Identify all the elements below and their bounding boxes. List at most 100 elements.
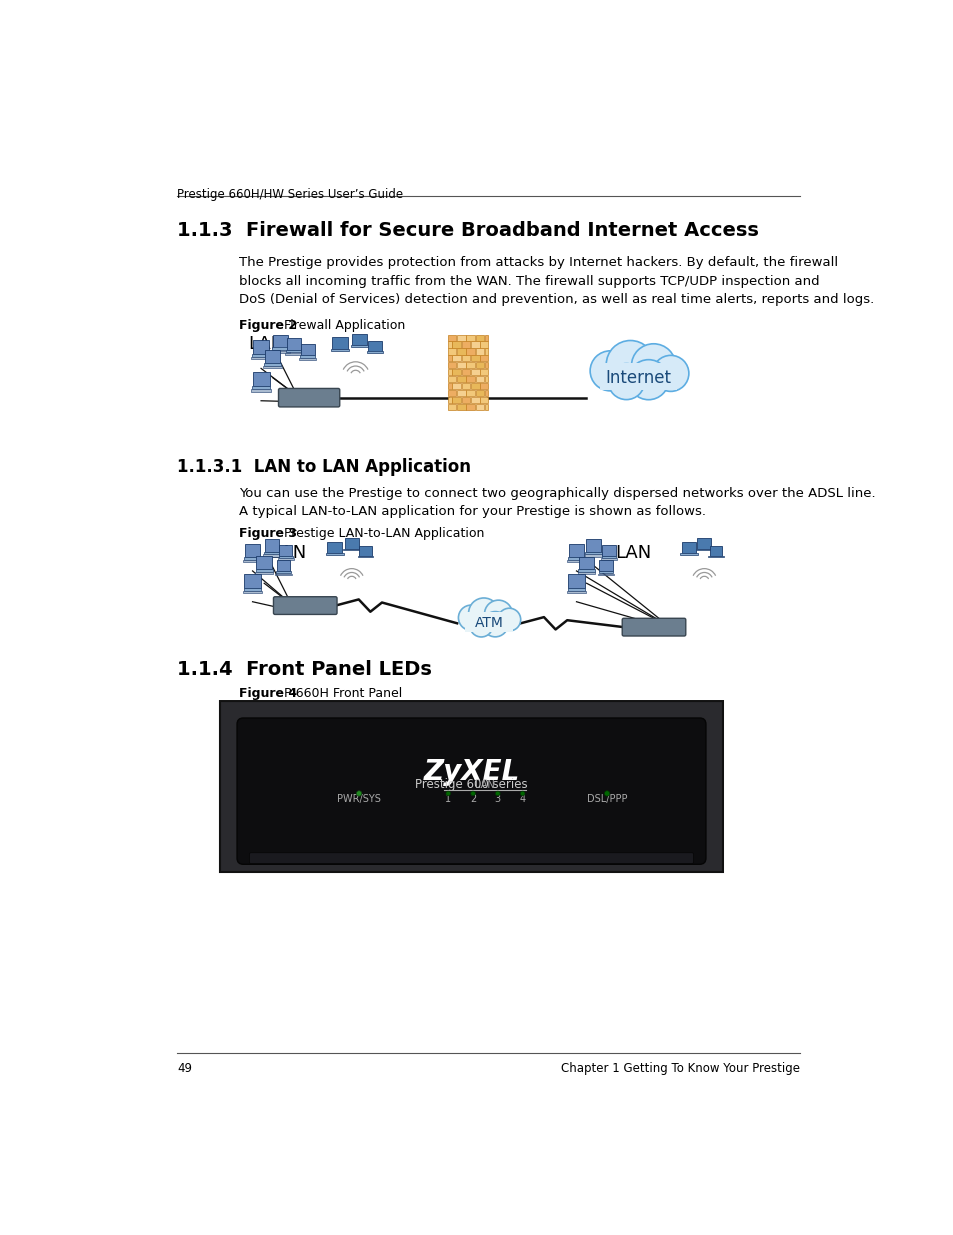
Circle shape [445,792,450,795]
Circle shape [604,790,609,797]
FancyBboxPatch shape [272,347,289,351]
FancyBboxPatch shape [368,341,381,352]
Text: Chapter 1 Getting To Know Your Prestige: Chapter 1 Getting To Know Your Prestige [561,1062,800,1076]
Circle shape [356,790,361,797]
Bar [447,356,452,362]
Text: 1.1.3.1  LAN to LAN Application: 1.1.3.1 LAN to LAN Application [177,458,471,475]
Text: P-660H Front Panel: P-660H Front Panel [275,687,401,700]
FancyBboxPatch shape [264,552,280,555]
Bar [484,348,488,354]
FancyBboxPatch shape [566,590,585,593]
Bar [471,383,479,389]
Text: 4: 4 [519,794,525,804]
Bar [447,348,456,354]
Bar [456,404,465,410]
FancyBboxPatch shape [598,559,612,571]
Bar [466,390,475,396]
Text: 2: 2 [470,794,476,804]
Text: Figure 3: Figure 3 [239,527,297,540]
Bar [484,362,488,368]
Text: You can use the Prestige to connect two geographically dispersed networks over t: You can use the Prestige to connect two … [239,487,875,519]
FancyBboxPatch shape [343,548,360,551]
Bar [484,377,488,383]
FancyBboxPatch shape [299,356,315,358]
FancyBboxPatch shape [252,357,271,359]
Bar [476,362,484,368]
FancyBboxPatch shape [285,353,302,354]
Bar [480,341,488,347]
FancyBboxPatch shape [357,556,373,557]
Bar [452,383,460,389]
Text: LAN: LAN [249,336,285,353]
Circle shape [484,600,512,627]
FancyBboxPatch shape [697,537,711,548]
FancyBboxPatch shape [253,340,269,353]
FancyBboxPatch shape [578,557,594,569]
FancyBboxPatch shape [220,701,722,872]
Bar [466,404,475,410]
FancyBboxPatch shape [567,557,584,559]
FancyBboxPatch shape [584,555,602,557]
FancyBboxPatch shape [300,343,314,356]
Text: ZyXEL: ZyXEL [423,758,519,785]
Bar [466,362,475,368]
Bar [476,390,484,396]
Bar [471,369,479,375]
FancyBboxPatch shape [585,552,601,555]
FancyBboxPatch shape [265,350,280,363]
Text: LAN: LAN [475,781,495,790]
FancyBboxPatch shape [245,543,260,557]
FancyBboxPatch shape [253,372,270,387]
Bar [466,335,475,341]
Bar [484,390,488,396]
FancyBboxPatch shape [344,537,358,548]
Bar [464,624,513,631]
FancyBboxPatch shape [264,363,281,366]
Bar [452,341,460,347]
FancyBboxPatch shape [251,389,271,391]
Text: The Prestige provides protection from attacks by Internet hackers. By default, t: The Prestige provides protection from at… [239,256,874,306]
Bar [456,335,465,341]
FancyBboxPatch shape [236,718,705,864]
FancyBboxPatch shape [585,540,600,552]
Circle shape [470,614,492,637]
Bar [447,369,452,375]
Circle shape [608,363,644,400]
Text: PWR/SYS: PWR/SYS [336,794,380,804]
FancyBboxPatch shape [709,546,721,556]
FancyBboxPatch shape [598,571,613,573]
Bar [484,404,488,410]
Bar [599,370,676,388]
FancyBboxPatch shape [352,333,367,346]
FancyBboxPatch shape [277,558,294,559]
FancyBboxPatch shape [256,556,272,569]
FancyBboxPatch shape [568,543,583,557]
Bar [471,396,479,403]
Bar [471,356,479,362]
Bar [447,404,456,410]
FancyBboxPatch shape [279,545,293,556]
Text: Firewall Application: Firewall Application [275,319,405,332]
FancyBboxPatch shape [707,556,723,557]
Circle shape [605,341,654,389]
FancyBboxPatch shape [271,351,290,353]
FancyBboxPatch shape [325,553,343,556]
Bar [447,396,452,403]
Bar [452,396,460,403]
FancyBboxPatch shape [359,546,372,556]
FancyBboxPatch shape [276,559,290,571]
Circle shape [652,356,688,391]
FancyBboxPatch shape [568,574,584,588]
Circle shape [468,598,498,629]
FancyBboxPatch shape [273,335,288,347]
Text: 49: 49 [177,1062,193,1076]
Circle shape [628,359,668,400]
Bar [466,611,511,626]
Bar [447,390,456,396]
Circle shape [497,608,520,631]
Bar [464,618,513,630]
FancyBboxPatch shape [243,559,261,562]
Bar [461,396,470,403]
Bar [476,335,484,341]
FancyBboxPatch shape [578,569,594,572]
